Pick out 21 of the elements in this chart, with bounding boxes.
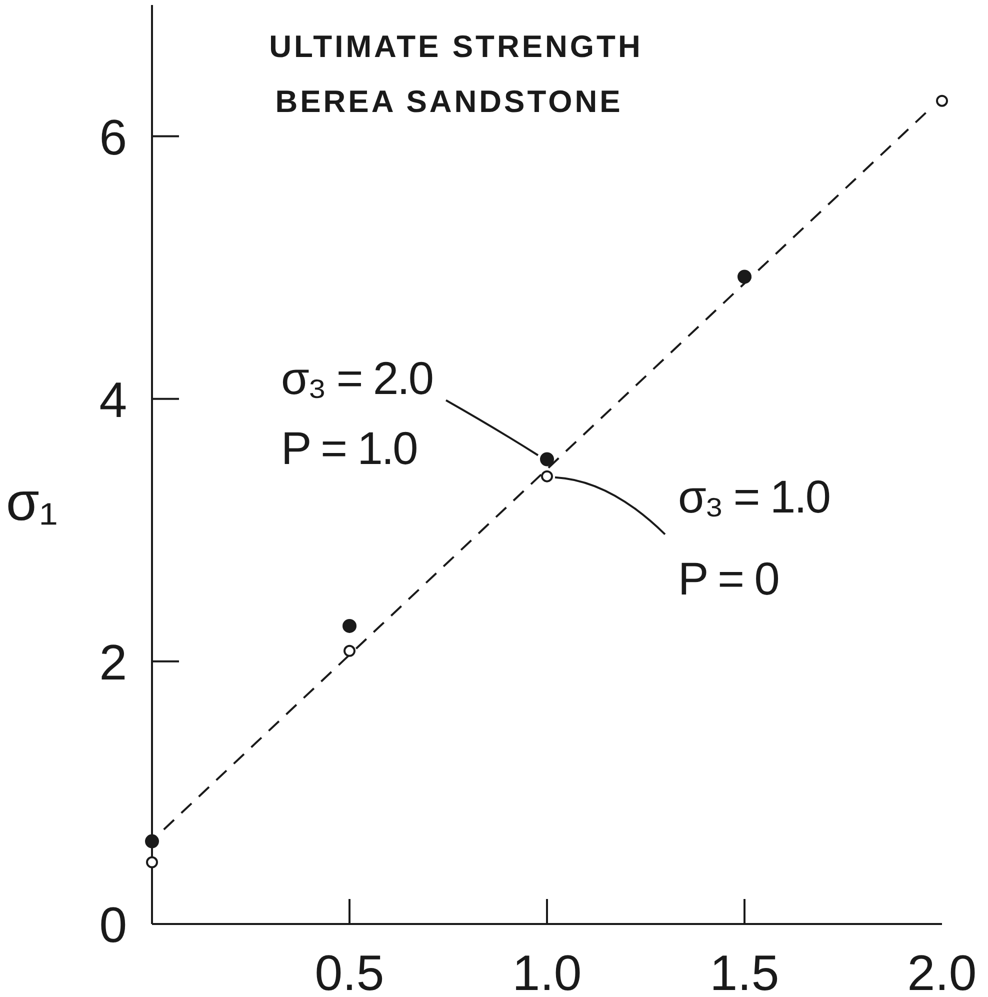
text: BEREA SANDSTONE	[275, 84, 623, 119]
y-axis-title: σ₁	[6, 472, 58, 532]
x-tick-label: 1.5	[710, 945, 780, 997]
y-tick-label: 0	[99, 897, 127, 953]
point	[738, 270, 752, 284]
text: ULTIMATE STRENGTH	[269, 29, 643, 64]
point	[936, 94, 948, 107]
point	[344, 644, 356, 657]
x-tick-label: 1.0	[512, 945, 582, 997]
point	[146, 856, 158, 868]
point	[145, 834, 159, 848]
y-tick-label: 6	[99, 109, 127, 166]
y-tick-label: 4	[99, 372, 127, 428]
point	[540, 452, 554, 466]
point	[541, 470, 553, 482]
annotation: σ₃ = 1.0 P = 0	[678, 470, 830, 604]
annotation: σ₃ = 2.0 P = 1.0	[281, 352, 432, 474]
y-tick-label: 2	[99, 634, 127, 690]
x-tick-label: 2.0	[907, 945, 977, 997]
x-tick-label: 0.5	[314, 945, 384, 997]
point	[342, 618, 356, 633]
